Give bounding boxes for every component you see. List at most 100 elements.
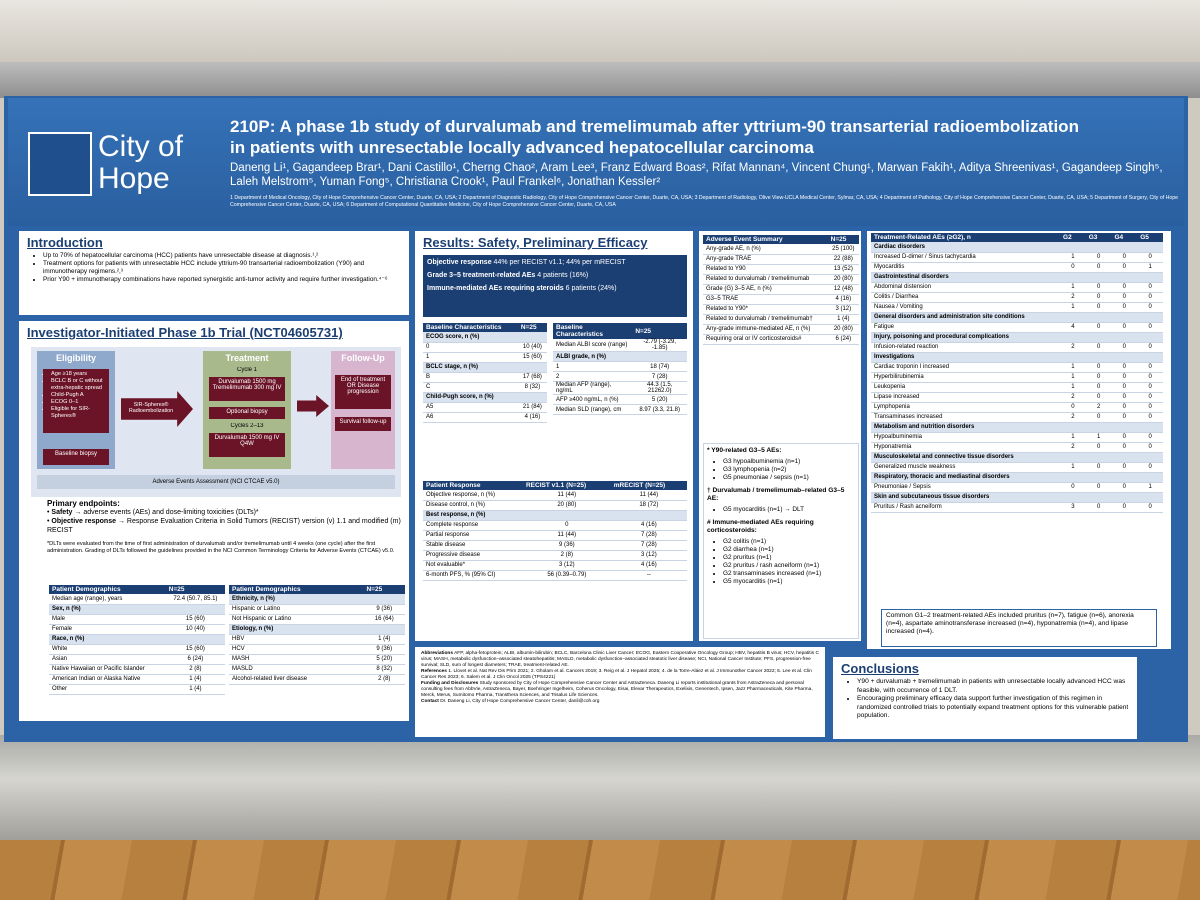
ae-column: Adverse Event Summary N=25 Any-grade AE, n… <box>698 230 862 642</box>
row: Race, n (%) <box>49 634 225 645</box>
cell: 1 <box>553 361 633 372</box>
row: Requiring oral or IV corticosteroids# 6 (… <box>703 334 859 345</box>
cell: 11 (44) <box>522 490 611 501</box>
row: Progressive disease 2 (8) 3 (12) <box>423 550 687 561</box>
note-item: G2 colitis (n=1) <box>723 538 855 546</box>
header-row: Baseline Characteristics N=25 <box>423 323 547 332</box>
data-table: Treatment-Related AEs (≥G2), n G2 G3 G4 G5 Ca… <box>871 233 1163 513</box>
cell: 0 <box>1137 342 1163 353</box>
row: AFP ≥400 ng/mL, n (%) 5 (20) <box>553 394 687 405</box>
cell: Not Hispanic or Latino <box>229 614 364 625</box>
cell: 3 (12) <box>610 550 687 561</box>
note-item: G2 pruritus / rash acneiform (n=1) <box>723 562 855 570</box>
cell: MASH <box>229 654 364 665</box>
cell: 1 <box>1137 262 1163 273</box>
cell: Native Hawaiian or Pacific Islander <box>49 664 166 675</box>
row: MASH 5 (20) <box>229 654 405 665</box>
cell: Any-grade AE, n (%) <box>703 244 828 255</box>
section-heading: Results: Safety, Preliminary Efficacy <box>423 235 648 250</box>
common-aes: Common G1–2 treatment-related AEs includ… <box>881 609 1157 647</box>
column-header: Adverse Event Summary <box>703 235 828 244</box>
cell: 44.3 (1.5, 21262.0) <box>632 381 687 395</box>
cell: 21 (84) <box>517 402 547 413</box>
row: Lipase increased 2 0 0 0 <box>871 392 1163 403</box>
note-heading: † Durvalumab / tremelimumab–related G3–5… <box>707 486 845 503</box>
cell: 1 <box>1060 432 1086 443</box>
cell: 0 <box>1137 322 1163 333</box>
cell: 18 (72) <box>610 500 687 511</box>
row: American Indian or Alaska Native 1 (4) <box>49 674 225 685</box>
cell: B <box>423 372 518 383</box>
summary-row: Objective response 44% per RECIST v1.1; … <box>427 259 683 266</box>
summary-value: 4 patients (16%) <box>537 272 589 279</box>
notes: * Y90-related G3–5 AEs: G3 hypoalbuminemi… <box>703 443 859 639</box>
cell: 2 (8) <box>165 664 225 675</box>
cell: 5 (20) <box>363 654 405 665</box>
bullet: Prior Y90 + immunotherapy combinations h… <box>43 276 401 284</box>
cell: 0 <box>1111 402 1138 413</box>
trae-column: Treatment-Related AEs (≥G2), n G2 G3 G4 G5 Ca… <box>866 230 1172 650</box>
cell: 0 <box>1111 502 1138 513</box>
cell: 12 (48) <box>827 284 859 295</box>
row: Gastrointestinal disorders <box>871 272 1163 283</box>
row: Hypoalbuminemia 1 1 0 0 <box>871 432 1163 443</box>
cell: 11 (44) <box>522 530 611 541</box>
cell: Median age (range), years <box>49 594 166 605</box>
row: Respiratory, thoracic and mediastinal di… <box>871 472 1163 483</box>
header-row: Treatment-Related AEs (≥G2), n G2 G3 G4 G5 <box>871 233 1163 242</box>
cell: Musculoskeletal and connective tissue di… <box>871 452 1163 463</box>
cell: 0 <box>423 342 518 353</box>
row: ECOG score, n (%) <box>423 332 547 343</box>
cell: 9 (36) <box>522 540 611 551</box>
row: Nausea / Vomiting 1 0 0 0 <box>871 302 1163 313</box>
arrow <box>297 395 329 417</box>
note-heading: # Immune-mediated AEs requiring corticos… <box>707 518 814 535</box>
follow-up: Follow-Up End of treatment OR Disease pr… <box>331 351 395 469</box>
row: Asian 6 (24) <box>49 654 225 665</box>
cell: 0 <box>1137 362 1163 373</box>
cell: 0 <box>1085 282 1112 293</box>
cell: 20 (80) <box>522 500 611 511</box>
cell: Related to Y90 <box>703 264 828 275</box>
row: Not Hispanic or Latino 16 (64) <box>229 614 405 625</box>
cell: Colitis / Diarrhea <box>871 292 1061 303</box>
cell: Abdominal distension <box>871 282 1061 293</box>
cell: 1 <box>1060 462 1086 473</box>
box: End of treatment OR Disease progression <box>335 375 391 409</box>
cell: General disorders and administration sit… <box>871 312 1163 323</box>
cell: Sex, n (%) <box>49 604 225 615</box>
cell: 0 <box>1085 412 1112 423</box>
cell: Hyperbilirubinemia <box>871 372 1061 383</box>
authors: Daneng Li¹, Gagandeep Brar¹, Dani Castil… <box>230 162 1163 188</box>
cell: Pneumoniae / Sepsis <box>871 482 1061 493</box>
row: Colitis / Diarrhea 2 0 0 0 <box>871 292 1163 303</box>
cell: 0 <box>1111 292 1138 303</box>
box: Baseline biopsy <box>43 449 109 465</box>
cell: 1 <box>1060 302 1086 313</box>
row: Cardiac troponin I increased 1 0 0 0 <box>871 362 1163 373</box>
cell: 0 <box>1137 462 1163 473</box>
cell: Skin and subcutaneous tissue disorders <box>871 492 1163 503</box>
cell: 1 (4) <box>165 674 225 685</box>
cell: Cardiac troponin I increased <box>871 362 1061 373</box>
table: Patient Demographics N=25 Median age (rang… <box>49 585 225 717</box>
data-table: Patient Demographics N=25 Ethnicity, n (%)… <box>229 585 405 685</box>
label: Cycle 1 <box>236 367 257 373</box>
box: Survival follow-up <box>335 417 391 431</box>
cell: G3–5 TRAE <box>703 294 828 305</box>
cell: 0 <box>1085 292 1112 303</box>
column-header: Baseline Characteristics <box>553 323 633 339</box>
endpoint-text: → Response Evaluation Criteria in Solid … <box>47 518 401 534</box>
row: 1 18 (74) <box>553 361 687 372</box>
cell: 4 (16) <box>517 412 547 423</box>
cell: 1 <box>1060 372 1086 383</box>
cell: Leukopenia <box>871 382 1061 393</box>
row: Hyperbilirubinemia 1 0 0 0 <box>871 372 1163 383</box>
cell: 2 <box>1060 342 1086 353</box>
results: Results: Safety, Preliminary Efficacy Ob… <box>414 230 694 642</box>
cell: Generalized muscle weakness <box>871 462 1061 473</box>
cell: 0 <box>1111 442 1138 453</box>
row: Median AFP (range), ng/mL 44.3 (1.5, 2126… <box>553 381 687 395</box>
